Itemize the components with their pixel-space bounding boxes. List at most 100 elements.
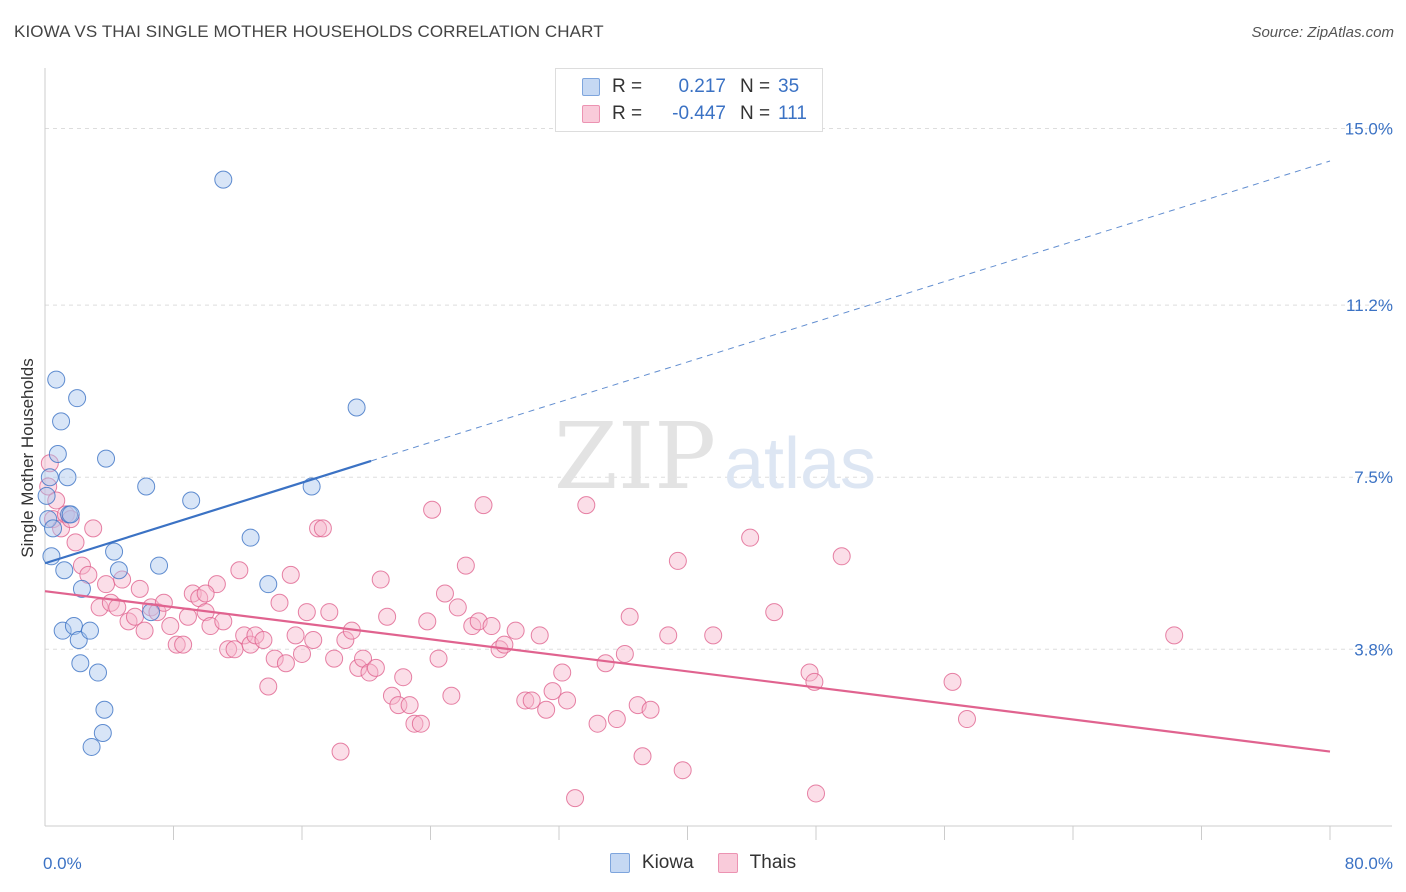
legend-r-value: 0.217: [678, 76, 726, 97]
chart-title: KIOWA VS THAI SINGLE MOTHER HOUSEHOLDS C…: [14, 22, 604, 41]
thai-points: [39, 454, 1184, 808]
legend-n-label: N =: [740, 103, 771, 124]
kiowa-point: [137, 477, 156, 496]
thai-point: [456, 556, 475, 575]
thai-point: [506, 621, 525, 640]
tick-labels: 3.8% 7.5% 11.2% 15.0% 0.0% 80.0%: [43, 119, 1393, 873]
kiowa-point: [53, 621, 72, 640]
kiowa-point: [241, 528, 260, 547]
thai-point: [293, 644, 311, 663]
thai-point: [161, 617, 180, 636]
legend-r-value: -0.447: [672, 103, 726, 124]
thai-point: [442, 686, 461, 705]
thai-point: [765, 603, 784, 622]
thai-point: [130, 579, 149, 598]
thai-swatch: [582, 105, 600, 123]
thai-point: [405, 714, 424, 733]
thai-point: [97, 575, 116, 594]
thai-point: [286, 626, 305, 645]
thai-point: [371, 570, 390, 589]
y-tick-label: 15.0%: [1345, 119, 1393, 138]
watermark-atlas: atlas: [724, 424, 876, 504]
y-tick-label: 11.2%: [1346, 296, 1393, 315]
thai-point: [668, 551, 687, 570]
kiowa-point: [109, 561, 128, 580]
kiowa-trend-extension: [370, 160, 1331, 462]
kiowa-point: [302, 477, 321, 496]
thai-point: [620, 607, 639, 626]
legend-item-label: Thais: [749, 852, 797, 873]
thai-point: [435, 584, 454, 603]
thai-point: [448, 598, 467, 617]
kiowa-point: [58, 468, 77, 487]
thai-point: [254, 630, 273, 649]
kiowa-points: [37, 170, 366, 756]
thai-point: [516, 691, 535, 710]
thai-point: [167, 635, 186, 654]
thai-point: [382, 686, 401, 705]
thai-point: [673, 761, 692, 780]
thai-point: [577, 496, 596, 515]
thai-point: [331, 742, 350, 761]
thai-point: [537, 700, 556, 719]
kiowa-point: [347, 398, 366, 417]
legend-r-label: R =: [612, 103, 643, 124]
thai-point: [230, 561, 249, 580]
thai-point: [270, 593, 289, 612]
y-tick-label: 7.5%: [1354, 468, 1393, 487]
kiowa-point: [72, 579, 91, 598]
kiowa-point: [52, 412, 71, 431]
legend-item-thais[interactable]: Thais: [717, 852, 797, 874]
legend-item-label: Kiowa: [641, 852, 694, 873]
legend-n-value: 35: [778, 76, 800, 97]
kiowa-point: [97, 449, 116, 468]
legend-n-value: 111: [778, 103, 807, 124]
thai-point: [596, 654, 615, 673]
thai-point: [400, 696, 419, 715]
thai-point: [807, 784, 825, 803]
legend-item-kiowa[interactable]: Kiowa: [609, 852, 694, 874]
thai-point: [174, 635, 193, 654]
grid-lines: [45, 127, 1392, 650]
thai-point: [1165, 626, 1184, 645]
thai-point: [633, 747, 652, 766]
legend-r-label: R =: [612, 76, 643, 97]
thai-point: [281, 565, 300, 584]
thai-point: [543, 682, 562, 701]
kiowa-swatch: [609, 853, 630, 873]
x-tick-label: 0.0%: [43, 854, 82, 873]
thai-point: [309, 519, 328, 538]
kiowa-point: [37, 486, 56, 505]
y-tick-label: 3.8%: [1354, 640, 1393, 659]
thai-point: [411, 714, 430, 733]
thai-point: [474, 496, 493, 515]
thai-trend-line: [44, 590, 1331, 753]
thai-point: [219, 640, 238, 659]
thai-point: [704, 626, 723, 645]
thai-point: [265, 649, 284, 668]
x-tick-label: 80.0%: [1345, 854, 1393, 873]
thai-point: [119, 612, 138, 631]
thai-point: [615, 644, 634, 663]
thai-point: [429, 649, 448, 668]
kiowa-point: [93, 723, 112, 742]
legend-row-kiowa: R = 0.217 N = 35: [556, 74, 799, 100]
kiowa-point: [68, 389, 87, 408]
trend-lines: [44, 160, 1331, 753]
thai-point: [66, 533, 85, 552]
kiowa-point: [55, 561, 74, 580]
thai-point: [659, 626, 678, 645]
thai-point: [418, 612, 437, 631]
kiowa-swatch: [582, 78, 600, 96]
thai-point: [957, 710, 976, 729]
thai-point: [530, 626, 549, 645]
thai-point: [196, 584, 215, 603]
thai-point: [378, 607, 397, 626]
thai-point: [259, 677, 278, 696]
thai-point: [349, 658, 368, 677]
thai-point: [276, 654, 295, 673]
kiowa-point: [40, 468, 59, 487]
thai-point: [39, 477, 58, 496]
thai-point: [463, 617, 482, 636]
